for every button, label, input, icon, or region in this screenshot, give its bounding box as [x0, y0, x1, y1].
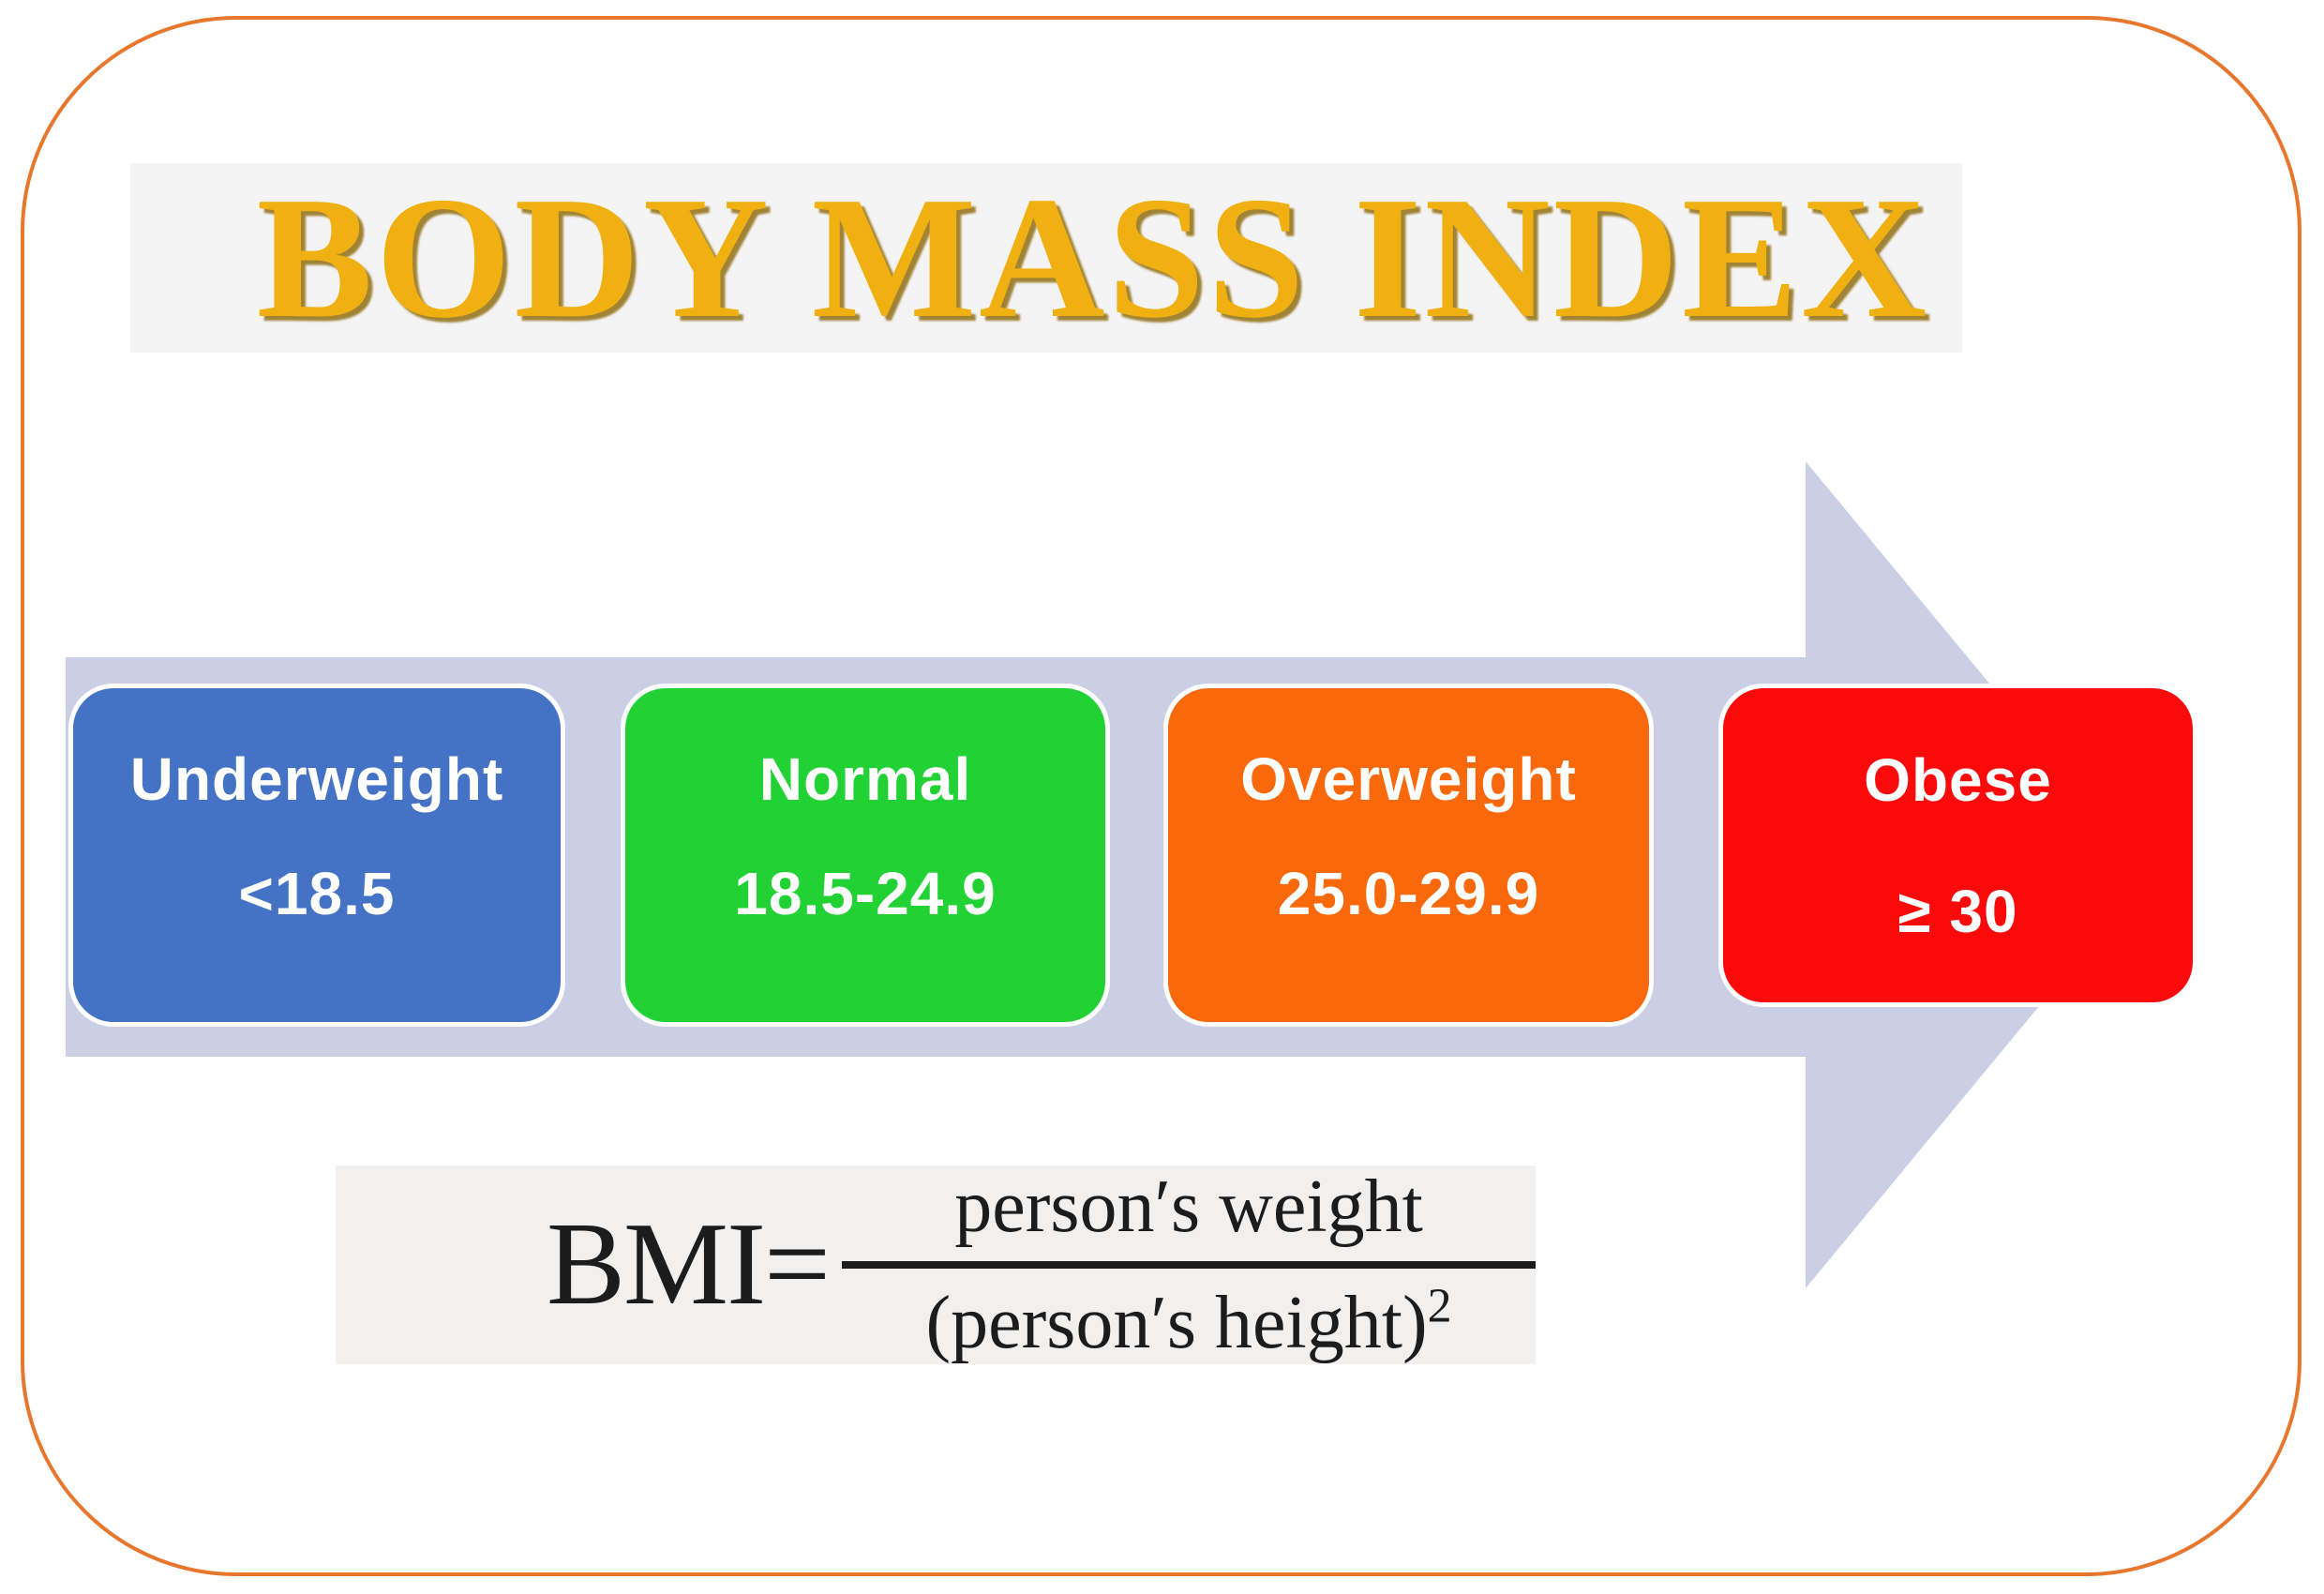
denominator-base: (person′s height)	[925, 1282, 1428, 1364]
category-box-overweight: Overweight 25.0-29.9	[1163, 684, 1654, 1027]
category-range: 18.5-24.9	[734, 860, 997, 927]
formula-lhs: BMI=	[547, 1199, 831, 1330]
title-block: BODY MASS INDEX	[130, 163, 1962, 353]
page-title: BODY MASS INDEX	[256, 161, 1930, 354]
category-range: ≥ 30	[1897, 877, 2018, 945]
category-range: <18.5	[238, 860, 396, 927]
denominator-exponent: 2	[1427, 1279, 1452, 1333]
category-box-obese: Obese ≥ 30	[1718, 684, 2197, 1007]
fraction-numerator: person′s weight	[954, 1165, 1423, 1248]
outer-frame-border	[21, 16, 2302, 1576]
category-label: Underweight	[129, 745, 504, 813]
category-box-underweight: Underweight <18.5	[68, 684, 565, 1027]
bmi-formula: BMI= person′s weight (person′s height)2	[336, 1165, 1536, 1364]
category-label: Obese	[1864, 745, 2052, 814]
formula-fraction: person′s weight (person′s height)2	[842, 1169, 1536, 1361]
category-box-normal: Normal 18.5-24.9	[621, 684, 1110, 1027]
category-label: Overweight	[1240, 745, 1577, 813]
fraction-denominator: (person′s height)2	[925, 1269, 1451, 1361]
category-range: 25.0-29.9	[1277, 860, 1540, 927]
category-label: Normal	[758, 745, 972, 813]
fraction-bar	[842, 1261, 1536, 1269]
